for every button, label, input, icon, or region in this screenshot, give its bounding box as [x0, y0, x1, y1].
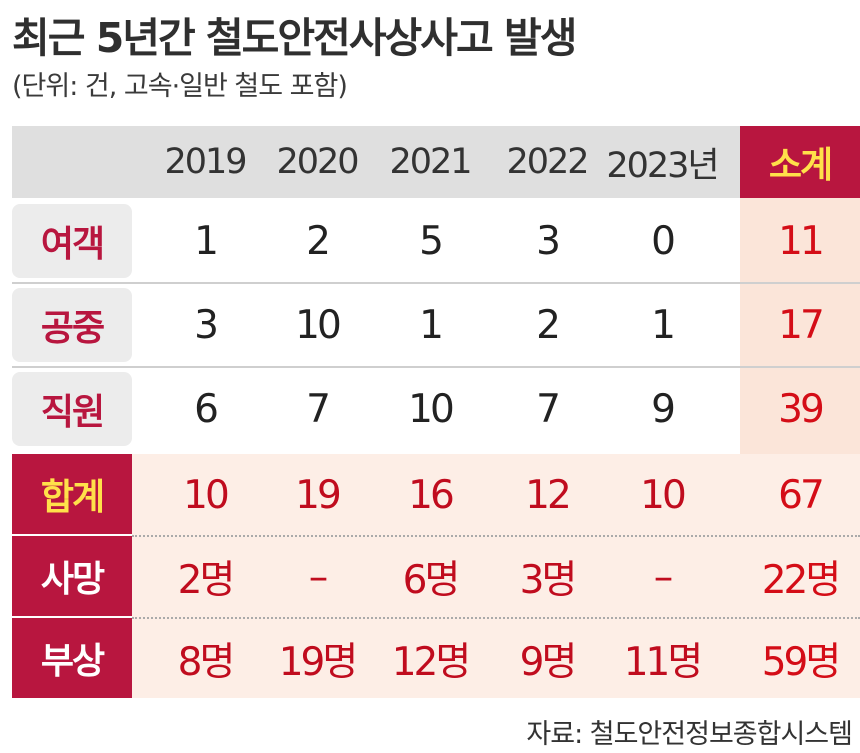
source-note: 자료: 철도안전정보종합시스템 — [526, 719, 853, 750]
column-header: 2021 — [389, 142, 472, 182]
table-cell: 2 — [306, 218, 331, 264]
row-label: 사망 — [12, 536, 132, 616]
column-header: 2020 — [276, 142, 359, 182]
table-cell: 10 — [183, 472, 230, 518]
table-cell: 19명 — [278, 640, 359, 685]
total-header-bg — [740, 126, 860, 198]
row-label: 합계 — [12, 454, 132, 534]
table-cell: 10 — [640, 472, 687, 518]
table-cell: 1 — [651, 302, 676, 348]
label-divider — [12, 534, 132, 536]
table-cell: 3 — [536, 218, 561, 264]
table-cell: 8명 — [177, 640, 236, 685]
table-cell: 2 — [536, 302, 561, 348]
table-cell-total: 67 — [778, 472, 825, 518]
table-cell: 3명 — [519, 558, 578, 603]
table-cell: 10 — [295, 302, 342, 348]
table-cell: 3 — [194, 302, 219, 348]
row-divider-dotted — [132, 535, 860, 537]
table-cell: 11명 — [623, 640, 704, 685]
table-cell: 1 — [419, 302, 444, 348]
column-header: 2023년 — [606, 145, 719, 186]
table-cell-total: 22명 — [761, 558, 842, 603]
table-cell: 19 — [295, 472, 342, 518]
label-divider — [12, 616, 132, 618]
table-cell: 12명 — [391, 640, 472, 685]
table-cell-total: 59명 — [761, 640, 842, 685]
row-label: 공중 — [12, 288, 132, 362]
table-cell-total: 11 — [778, 218, 825, 264]
table-cell: 9명 — [519, 640, 578, 685]
table-cell: 10 — [408, 386, 455, 432]
table-cell: 9 — [651, 386, 676, 432]
row-label: 여객 — [12, 204, 132, 278]
table-cell: 7 — [306, 386, 331, 432]
row-divider — [12, 282, 860, 284]
column-header: 2019 — [164, 142, 247, 182]
data-table: 2019 2020 2021 2022 2023년 소계 여객 1 2 5 3 0 11 공중 3 10 1 2 1… — [12, 126, 860, 698]
table-cell: 6 — [194, 386, 219, 432]
table-cell: 6명 — [402, 558, 461, 603]
table-cell: 0 — [651, 218, 676, 264]
chart-subtitle: (단위: 건, 고속·일반 철도 포함) — [12, 71, 348, 102]
summary-band — [12, 454, 860, 698]
table-cell: 1 — [194, 218, 219, 264]
table-cell: 5 — [419, 218, 444, 264]
table-cell: 2명 — [177, 558, 236, 603]
row-label: 직원 — [12, 372, 132, 446]
column-header-total: 소계 — [768, 145, 833, 186]
header-bar — [12, 126, 740, 198]
table-cell: – — [653, 554, 674, 600]
table-cell-total: 39 — [778, 386, 825, 432]
table-cell: 7 — [536, 386, 561, 432]
column-header: 2022 — [506, 142, 589, 182]
row-divider — [12, 366, 860, 368]
table-cell: – — [308, 554, 329, 600]
row-divider-dotted — [132, 617, 860, 619]
chart-title: 최근 5년간 철도안전사상사고 발생 — [12, 14, 577, 62]
table-cell: 12 — [525, 472, 572, 518]
table-cell: 16 — [408, 472, 455, 518]
row-label: 부상 — [12, 618, 132, 698]
table-cell-total: 17 — [778, 302, 825, 348]
